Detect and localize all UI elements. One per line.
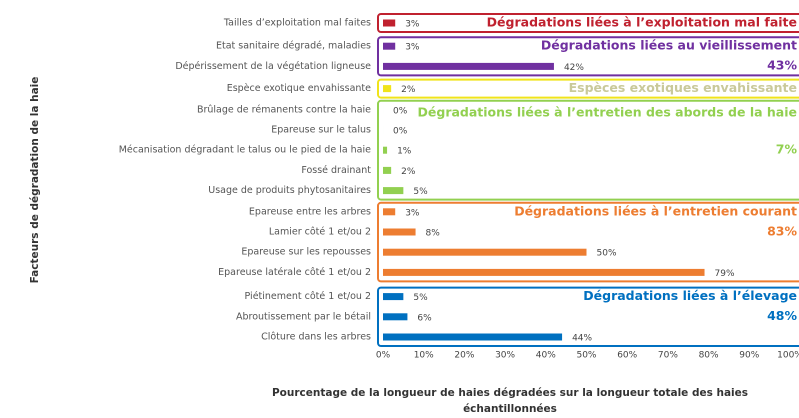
x-tick-label: 80% — [699, 351, 719, 361]
category-label: Espèce exotique envahissante — [227, 83, 371, 94]
category-label: Usage de produits phytosanitaires — [208, 185, 371, 196]
category-label: Tailles d’exploitation mal faites — [223, 18, 371, 29]
x-tick-label: 90% — [739, 351, 759, 361]
category-label: Clôture dans les arbres — [261, 332, 371, 343]
bar — [383, 333, 563, 341]
bar — [383, 62, 554, 70]
bar — [383, 248, 587, 256]
bar — [383, 208, 396, 216]
x-tick-label: 50% — [576, 351, 596, 361]
value-label: 1% — [397, 147, 412, 157]
value-label: 3% — [405, 43, 420, 53]
x-axis-label: échantillonnées — [463, 403, 557, 415]
group-label: Dégradations liées à l’entretien courant — [514, 203, 797, 218]
group-box — [377, 99, 799, 201]
value-label: 50% — [597, 249, 617, 259]
bar — [383, 293, 404, 301]
value-label: 42% — [564, 63, 584, 73]
value-label: 2% — [401, 167, 416, 177]
value-label: 5% — [413, 293, 428, 303]
bar — [383, 313, 408, 321]
bar — [383, 187, 404, 195]
value-label: 3% — [405, 20, 420, 30]
category-label: Epareuse sur les repousses — [241, 247, 371, 258]
x-tick-label: 60% — [617, 351, 637, 361]
category-label: Piétinement côté 1 et/ou 2 — [245, 291, 371, 302]
value-label: 3% — [405, 208, 420, 218]
value-label: 0% — [393, 127, 408, 137]
value-label: 44% — [572, 334, 592, 344]
group-box — [377, 286, 799, 347]
category-label: Dépérissement de la végétation ligneuse — [175, 61, 371, 72]
group-total: 83% — [767, 223, 797, 238]
x-tick-label: 30% — [495, 351, 515, 361]
x-tick-label: 0% — [376, 351, 391, 361]
group-box — [377, 78, 799, 99]
category-label: Brûlage de rémanents contre la haie — [197, 104, 371, 115]
group-label: Espèces exotiques envahissante — [569, 80, 797, 95]
category-label: Lamier côté 1 et/ou 2 — [269, 227, 371, 238]
bar — [383, 42, 396, 50]
category-label: Epareuse sur le talus — [271, 125, 371, 136]
group-label: Dégradations liées à l’entretien des abo… — [418, 104, 797, 119]
y-axis-label: Facteurs de dégradation de la haie — [29, 77, 41, 284]
group-label: Dégradations liées à l’élevage — [583, 288, 797, 303]
category-label: Etat sanitaire dégradé, maladies — [216, 41, 371, 52]
category-label: Epareuse entre les arbres — [249, 206, 371, 217]
value-label: 5% — [413, 187, 428, 197]
x-tick-label: 10% — [414, 351, 434, 361]
bar — [383, 85, 392, 93]
x-tick-label: 100% — [777, 351, 799, 361]
x-tick-label: 70% — [658, 351, 678, 361]
group-box — [377, 36, 799, 77]
group-total: 48% — [767, 308, 797, 323]
bar — [383, 268, 705, 276]
category-label: Epareuse latérale côté 1 et/ou 2 — [218, 267, 371, 278]
group-label: Dégradations liées au vieillissement — [541, 38, 797, 53]
category-label: Mécanisation dégradant le talus ou le pi… — [119, 145, 371, 156]
bar — [383, 19, 396, 27]
group-box — [377, 201, 799, 283]
bar — [383, 228, 416, 236]
x-tick-label: 20% — [454, 351, 474, 361]
value-label: 6% — [417, 313, 432, 323]
bar — [383, 146, 388, 154]
category-label: Abroutissement par le bétail — [236, 311, 371, 322]
group-total: 43% — [767, 58, 797, 73]
value-label: 79% — [715, 269, 735, 279]
group-label: Dégradations liées à l’exploitation mal … — [487, 15, 797, 30]
bar — [383, 166, 392, 174]
value-label: 8% — [426, 229, 441, 239]
value-label: 2% — [401, 85, 416, 95]
group-total: 7% — [776, 141, 798, 156]
x-tick-label: 40% — [536, 351, 556, 361]
x-axis-label: Pourcentage de la longueur de haies dégr… — [272, 387, 748, 399]
value-label: 0% — [393, 106, 408, 116]
category-label: Fossé drainant — [301, 165, 371, 176]
group-box — [377, 13, 799, 33]
